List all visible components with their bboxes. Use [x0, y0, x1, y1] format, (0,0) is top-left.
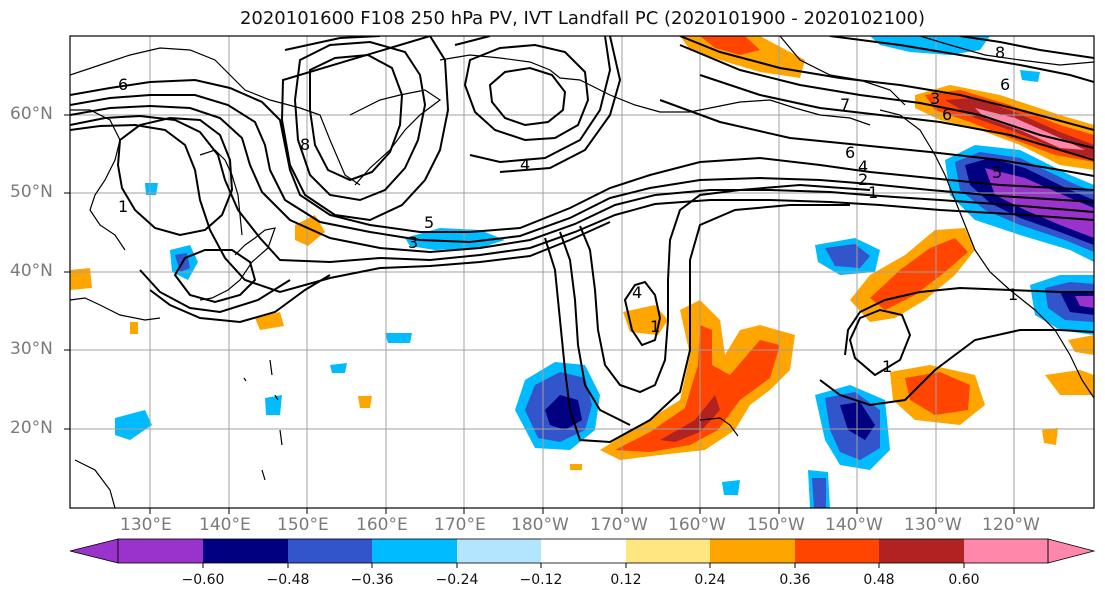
colorbar-segment: [879, 539, 964, 563]
contour-label: 5: [424, 213, 434, 232]
colorbar-segment: [203, 539, 288, 563]
colorbar-segment: [795, 539, 879, 563]
axis-ticks: [64, 114, 1015, 514]
figure-title: 2020101600 F108 250 hPa PV, IVT Landfall…: [239, 8, 926, 29]
lon-label: 150°E: [277, 515, 329, 535]
contour-label: 6: [118, 75, 128, 94]
contour-label: 7: [840, 95, 850, 114]
contour-label: 1: [118, 197, 128, 216]
colorbar-tick-label: −0.12: [519, 572, 563, 588]
colorbar-extend-low: [69, 538, 119, 564]
contour-label: 1: [1008, 285, 1018, 304]
lon-label: 150°W: [747, 515, 805, 535]
colorbar-segment: [288, 539, 372, 563]
colorbar-tick-label: 0.36: [779, 572, 811, 588]
lon-label: 180°W: [511, 515, 569, 535]
lat-label: 40°N: [10, 261, 53, 281]
colorbar-tick-label: 0.24: [694, 572, 726, 588]
colorbar-segment: [710, 539, 795, 563]
contour-label: 1: [650, 317, 660, 336]
lat-label: 50°N: [10, 182, 53, 202]
lon-label: 130°W: [904, 515, 962, 535]
contour-label: 6: [845, 143, 855, 162]
contour-label: 6: [1000, 75, 1010, 94]
contour-label: 2: [858, 170, 868, 189]
colorbar-tick-label: 0.12: [610, 572, 642, 588]
contour-label: 4: [858, 157, 868, 176]
pv-contours: [70, 36, 1094, 444]
lon-label: 170°E: [434, 515, 486, 535]
colorbar-segment: [541, 539, 626, 563]
lon-label: 120°W: [982, 515, 1040, 535]
contour-label: 8: [995, 43, 1005, 62]
colorbar-extend-high: [1047, 538, 1096, 564]
colorbar-tick-label: 0.48: [863, 572, 895, 588]
lon-label: 130°E: [120, 515, 172, 535]
contour-label: 3: [408, 233, 418, 252]
coastlines: [70, 36, 1094, 508]
colorbar-tick-label: −0.24: [435, 572, 479, 588]
colorbar-tick-label: −0.60: [181, 572, 225, 588]
lon-label: 160°W: [668, 515, 726, 535]
contour-label: 1: [868, 183, 878, 202]
colorbar-segment: [964, 539, 1048, 563]
colorbar-segment: [118, 539, 203, 563]
lon-label: 140°W: [825, 515, 883, 535]
contour-label: 4: [632, 283, 642, 302]
colorbar-segment: [372, 539, 457, 563]
lat-label: 20°N: [10, 418, 53, 438]
contour-label: 8: [300, 135, 310, 154]
contour-labels: 6 8 4 5 3 1 7 6 4 2 1 8 6 3 6 5 1 4 1 1: [118, 43, 1018, 376]
contour-label: 1: [882, 357, 892, 376]
lon-label: 140°E: [199, 515, 251, 535]
contour-label: 3: [930, 89, 940, 108]
lat-label: 60°N: [10, 104, 53, 124]
lon-label: 160°E: [356, 515, 408, 535]
colorbar-tick-label: 0.60: [948, 572, 980, 588]
colorbar-tick-label: −0.36: [350, 572, 394, 588]
lat-label: 30°N: [10, 339, 53, 359]
colorbar-segment: [457, 539, 541, 563]
colorbar-segment: [626, 539, 710, 563]
contour-label: 4: [520, 155, 530, 174]
colorbar: [69, 538, 1096, 568]
contour-label: 5: [992, 163, 1002, 182]
contour-label: 6: [942, 105, 952, 124]
graticule: [70, 36, 1094, 508]
lon-label: 170°W: [590, 515, 648, 535]
colorbar-tick-label: −0.48: [266, 572, 310, 588]
